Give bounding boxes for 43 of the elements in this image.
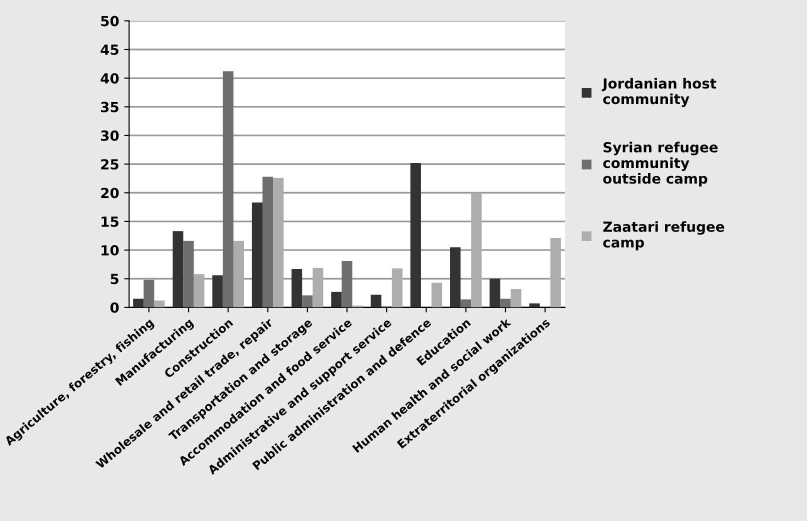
legend-label: Jordanian host community [602,78,716,108]
bar [172,231,184,308]
bar [490,278,500,308]
y-tick-label: 25 [101,159,118,170]
y-tick-label: 0 [110,302,119,313]
y-tick-label: 50 [101,16,119,26]
bar [233,240,244,308]
legend-label: Zaatari refugee camp [603,221,724,250]
bar [154,300,165,308]
y-tick-label: 45 [100,44,118,55]
bar [144,280,154,308]
bar [500,298,511,308]
bar [183,240,194,308]
bar [450,247,461,308]
bar [252,202,262,308]
y-tick-label: 15 [102,216,118,227]
bar [212,275,223,308]
y-tick-label: 40 [100,73,119,84]
bar [302,295,313,308]
bar [392,268,402,308]
bar [460,299,472,308]
bar [510,289,522,308]
y-tick-label: 35 [101,102,118,112]
bar [410,162,421,308]
bar [432,282,442,308]
bar [194,274,204,308]
bar [222,71,234,308]
bar [342,260,352,308]
bar [312,268,324,308]
bar [529,303,540,308]
bar [471,192,482,308]
bar [273,178,284,308]
bar [550,238,561,308]
y-tick-label: 10 [102,245,119,256]
bar [370,294,382,308]
bar [292,268,302,308]
y-tick-label: 20 [101,188,119,198]
bar [331,292,342,308]
legend-label: Syrian refugee community outside camp [603,142,718,186]
bar [133,298,144,308]
y-tick-label: 30 [101,130,119,141]
bar [262,176,274,308]
y-tick-label: 5 [110,274,118,284]
